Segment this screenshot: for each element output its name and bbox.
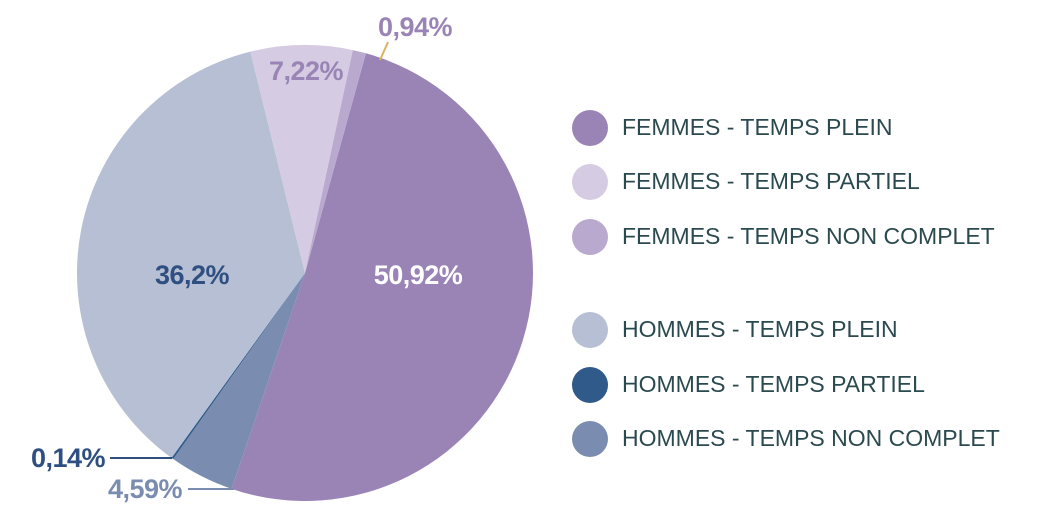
pie-slice (231, 53, 534, 502)
legend-label: FEMMES - TEMPS PARTIEL (622, 168, 920, 194)
value-label: 50,92% (374, 260, 463, 290)
value-label: 4,59% (108, 474, 183, 504)
value-label: 0,14% (31, 443, 106, 473)
leader-line (379, 41, 389, 61)
pie-slice (171, 273, 305, 460)
value-label: 36,2% (155, 260, 230, 290)
legend-swatch (572, 110, 608, 146)
legend-label: FEMMES - TEMPS PLEIN (622, 114, 893, 140)
value-label: 7,22% (269, 56, 344, 86)
value-label: 0,94% (378, 12, 453, 42)
pie-slice (173, 273, 305, 489)
legend-swatch (572, 421, 608, 457)
legend-label: HOMMES - TEMPS NON COMPLET (622, 425, 1000, 451)
legend-swatch (572, 312, 608, 348)
pie-slice (77, 51, 305, 458)
legend-swatch (572, 164, 608, 200)
legend-swatch (572, 367, 608, 403)
pie-slice (305, 50, 366, 274)
legend-label: HOMMES - TEMPS PARTIEL (622, 371, 925, 397)
pie-slice (250, 45, 353, 273)
legend-label: HOMMES - TEMPS PLEIN (622, 316, 898, 342)
legend-label: FEMMES - TEMPS NON COMPLET (622, 223, 995, 249)
legend-swatch (572, 219, 608, 255)
